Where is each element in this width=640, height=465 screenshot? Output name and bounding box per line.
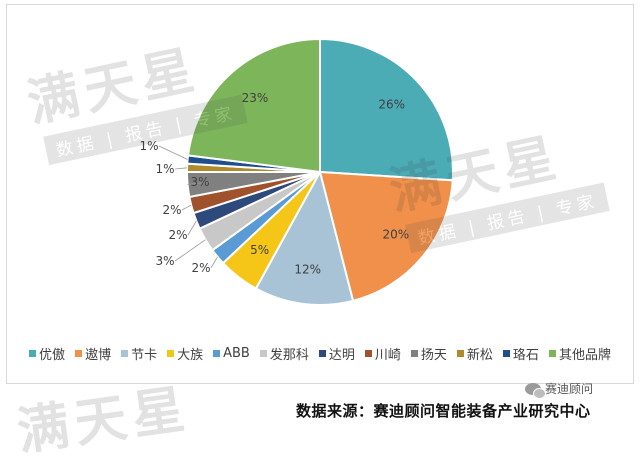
- leader-line: [174, 167, 188, 170]
- data-source: 数据来源：赛迪顾问智能装备产业研究中心: [296, 402, 591, 420]
- legend-label: 川崎: [374, 348, 401, 363]
- legend-swatch: [364, 350, 372, 357]
- legend-swatch: [213, 350, 221, 357]
- pie-slice-1: [319, 37, 454, 182]
- data-label: 1%: [155, 162, 174, 176]
- legend-label: 节卡: [131, 348, 158, 363]
- data-label: 5%: [250, 243, 269, 257]
- data-label: 2%: [168, 228, 187, 242]
- leader-line: [181, 204, 192, 211]
- data-label: 12%: [294, 263, 321, 277]
- legend-label: 新松: [466, 348, 493, 363]
- chart-legend: 优傲 遨博 节卡 大族 ABB 发那科 达明 川崎 扬天 新松 珞石 其他品牌: [0, 344, 640, 363]
- pie-slice-3: [254, 169, 355, 306]
- legend-item: 发那科: [259, 344, 309, 363]
- legend-label: 发那科: [269, 348, 309, 363]
- legend-label: 遨博: [85, 348, 112, 363]
- legend-label: 优傲: [39, 348, 66, 363]
- legend-swatch: [318, 350, 326, 357]
- data-label: 3%: [190, 175, 209, 189]
- legend-label: 扬天: [420, 348, 447, 363]
- legend-item: 节卡: [121, 344, 157, 363]
- legend-item: 优傲: [29, 344, 65, 363]
- legend-swatch: [75, 350, 83, 357]
- legend-swatch: [167, 350, 175, 357]
- legend-item: 达明: [318, 344, 355, 363]
- leader-line: [187, 220, 197, 236]
- legend-item: 遨博: [75, 344, 111, 363]
- data-label: 2%: [162, 203, 181, 217]
- legend-swatch: [548, 350, 556, 357]
- legend-label: 其他品牌: [558, 348, 611, 363]
- leader-line: [187, 181, 211, 185]
- data-label: 26%: [378, 98, 405, 112]
- legend-swatch: [29, 350, 37, 357]
- wechat-label: 赛迪顾问: [545, 382, 594, 396]
- data-label: 2%: [191, 261, 210, 275]
- legend-item: 大族: [167, 344, 203, 363]
- wechat-icon: [525, 382, 546, 399]
- legend-swatch: [259, 350, 267, 357]
- legend-item: ABB: [213, 344, 250, 363]
- legend-item: 扬天: [410, 344, 447, 363]
- legend-label: 珞石: [512, 348, 539, 363]
- legend-swatch: [456, 350, 464, 357]
- legend-swatch: [502, 350, 510, 357]
- legend-label: 大族: [177, 348, 204, 363]
- legend-item: 珞石: [502, 344, 539, 363]
- leader-line: [158, 145, 188, 160]
- pie-chart: 26% 20% 12% 5% 2% 3% 2% 2% 3% 1% 1% 23%: [139, 37, 454, 306]
- data-label: 23%: [242, 91, 269, 105]
- legend-item: 其他品牌: [548, 344, 611, 363]
- legend-item: 新松: [456, 344, 493, 363]
- wechat-badge: 赛迪顾问: [525, 380, 594, 399]
- data-label: 3%: [155, 254, 174, 268]
- pie-slice-2: [318, 170, 454, 303]
- legend-item: 川崎: [364, 344, 401, 363]
- legend-swatch: [410, 350, 418, 357]
- legend-label: 达明: [328, 348, 355, 363]
- legend-swatch: [121, 350, 129, 357]
- pie-slice-12: [186, 37, 321, 174]
- legend-label: ABB: [223, 346, 250, 361]
- data-label: 20%: [382, 228, 409, 242]
- leader-line: [174, 239, 206, 262]
- leader-line: [210, 256, 218, 269]
- data-label: 1%: [139, 139, 158, 153]
